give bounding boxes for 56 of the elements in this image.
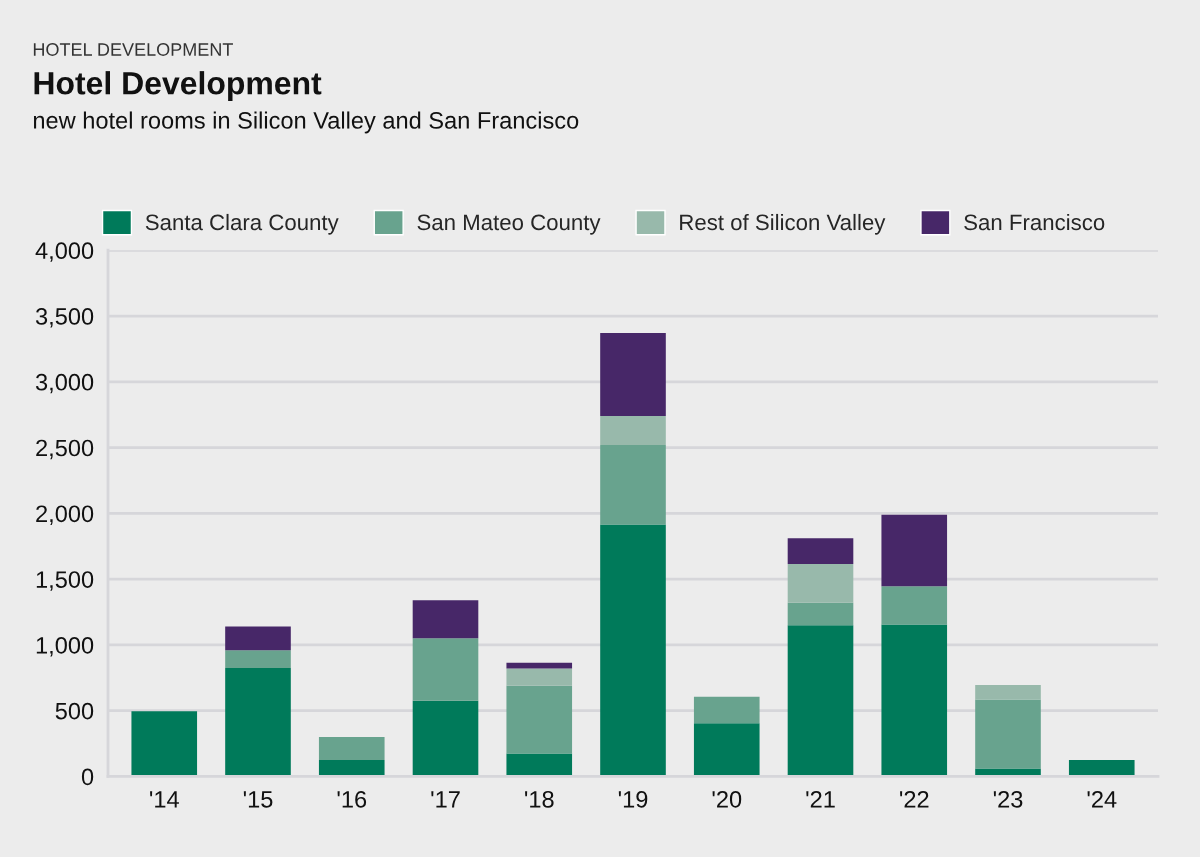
bar	[318, 760, 385, 777]
bar	[600, 524, 666, 777]
bar	[225, 626, 291, 651]
x-tick-label: '14	[150, 791, 179, 808]
bar	[225, 650, 291, 668]
bar	[506, 662, 573, 669]
text: HOTEL DEVELOPMENT	[33, 43, 233, 56]
bar	[225, 667, 291, 777]
bar	[506, 668, 573, 686]
y-tick-label: 4,000	[35, 242, 94, 262]
bar	[412, 600, 479, 639]
legend-label: San Francisco	[964, 213, 1105, 231]
bar	[693, 723, 760, 777]
legend-label: San Mateo County	[417, 214, 601, 235]
x-tick-label: '24	[1087, 790, 1117, 808]
x-tick-label: '17	[431, 791, 460, 808]
bar	[506, 753, 573, 777]
y-tick-label: 3,500	[35, 308, 94, 328]
bar	[1068, 760, 1135, 777]
y-tick-label: 1,500	[36, 571, 94, 591]
y-tick-label: 2,500	[36, 439, 94, 460]
bar	[881, 586, 948, 625]
y-tick-label: 2,000	[36, 505, 94, 525]
x-tick-label: '16	[337, 790, 367, 808]
y-tick-label: 3,000	[35, 373, 94, 394]
y-tick-label: 500	[55, 702, 94, 720]
bar	[600, 444, 666, 525]
bar	[506, 685, 573, 754]
x-tick-label: '23	[993, 790, 1023, 808]
bar	[975, 685, 1041, 700]
bar	[600, 333, 666, 416]
x-tick-label: '22	[900, 790, 929, 808]
bar	[131, 711, 198, 777]
legend-label: Santa Clara County	[145, 213, 339, 235]
bar	[412, 700, 479, 777]
bar	[787, 625, 854, 777]
x-tick-label: '20	[712, 790, 742, 808]
x-tick-label: '18	[525, 790, 554, 808]
chart-subtitle: new hotel rooms in Silicon Valley and San Francisco	[33, 111, 579, 134]
y-tick-label: 1,000	[36, 636, 94, 657]
chart-title: Hotel Development	[34, 71, 322, 101]
bar	[412, 638, 479, 701]
bar	[975, 699, 1041, 769]
x-tick-label: '21	[806, 790, 835, 808]
bar	[318, 736, 385, 760]
bar	[787, 602, 854, 626]
bar	[881, 624, 948, 777]
x-tick-label: '15	[243, 791, 273, 808]
bar	[787, 538, 854, 564]
y-tick-label: 0	[81, 768, 94, 786]
bar	[881, 514, 948, 587]
legend-label: Rest of Silicon Valley	[680, 213, 886, 235]
bar	[787, 563, 854, 603]
x-tick-label: '19	[618, 790, 648, 808]
bar	[693, 696, 760, 724]
bar	[600, 416, 666, 445]
